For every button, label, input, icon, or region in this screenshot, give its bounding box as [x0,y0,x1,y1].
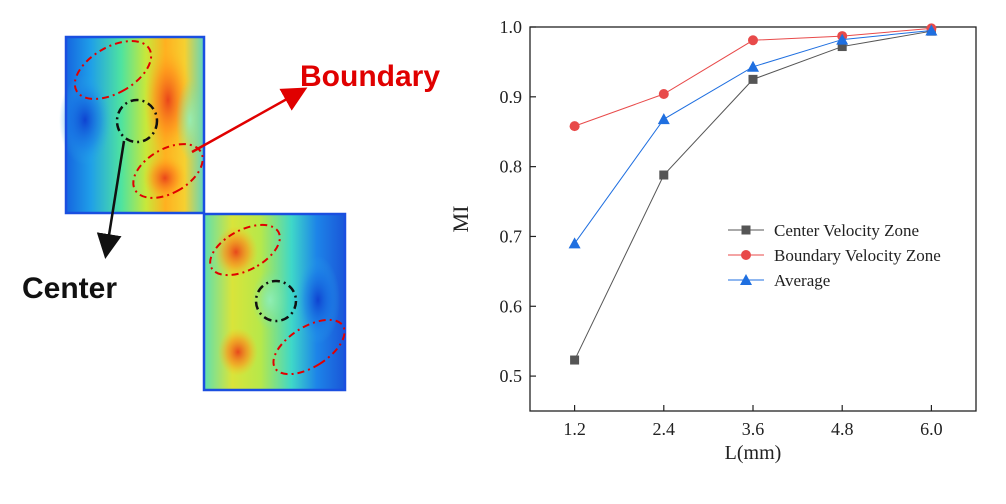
boundary-arrow [191,87,308,154]
center-arrow [96,140,126,259]
y-axis: 0.5 0.6 0.7 0.8 0.9 1.0 [500,17,536,386]
boundary-zone-ellipse [209,223,281,277]
data-point [659,170,669,180]
flow-field-illustration: Boundary Center [22,35,440,392]
data-point [748,35,758,46]
center-zone-ellipse [254,279,298,323]
series-average [568,24,938,249]
legend: Center Velocity Zone Boundary Velocity Zo… [728,221,941,290]
x-axis-label: L(mm) [725,442,782,464]
series-layer [568,23,938,365]
x-tick-label: 1.2 [563,419,586,439]
x-tick-label: 2.4 [653,419,676,439]
legend-label: Average [774,271,830,290]
boundary-zone-ellipse [272,318,346,376]
legend-marker [741,225,751,235]
y-axis-label: MI [448,206,473,233]
center-label: Center [22,272,117,305]
boundary-zone-ellipse [73,40,153,100]
x-tick-label: 3.6 [742,419,765,439]
data-point [570,355,580,365]
center-zone-markers [115,98,298,323]
series-center-velocity-zone [570,26,936,365]
legend-label: Center Velocity Zone [774,221,919,240]
data-point [747,60,759,72]
y-tick-label: 0.8 [500,157,523,177]
center-zone-ellipse [115,98,159,144]
y-tick-label: 0.7 [500,226,523,246]
flow-field-top-panel [59,35,206,215]
boundary-label: Boundary [300,60,440,93]
data-point [568,237,581,249]
x-tick-label: 6.0 [920,419,943,439]
data-point [657,113,670,125]
x-tick-label: 4.8 [831,419,854,439]
legend-item: Center Velocity Zone [728,221,919,240]
data-point [748,74,758,84]
legend-marker [741,250,751,260]
data-point [569,121,580,132]
y-tick-label: 0.5 [500,366,523,386]
y-tick-label: 0.9 [500,87,523,107]
x-axis: 1.2 2.4 3.6 4.8 6.0 [563,405,943,439]
data-point [836,33,849,45]
boundary-zone-ellipse [132,143,204,199]
y-tick-label: 0.6 [500,296,523,316]
y-tick-label: 1.0 [500,17,523,37]
legend-item: Average [728,271,830,290]
data-point [658,89,669,100]
boundary-zone-markers [73,40,346,376]
data-point [925,24,938,36]
plot-frame [529,26,977,412]
legend-marker [740,274,752,285]
legend-label: Boundary Velocity Zone [774,246,941,265]
legend-item: Boundary Velocity Zone [728,246,941,265]
figure-caption [0,470,1006,504]
data-point [837,42,847,52]
mi-line-chart: 0.5 0.6 0.7 0.8 0.9 1.0 1.2 2.4 3.6 4.8 6.0 MI L(… [448,17,977,464]
